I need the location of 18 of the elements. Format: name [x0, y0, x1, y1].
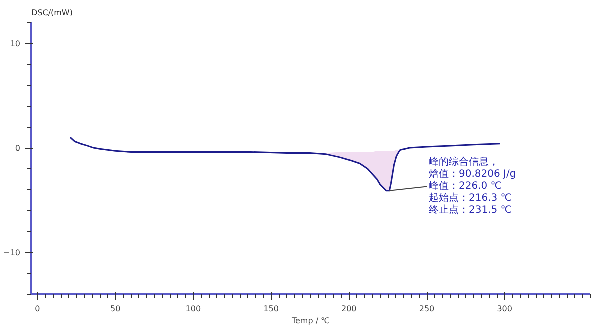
y-tick-label: −10 [4, 248, 21, 258]
y-axis-title: DSC/(mW) [32, 8, 73, 18]
x-tick-label: 0 [35, 304, 40, 314]
x-axis-title: Temp / ℃ [290, 316, 330, 326]
annotation: 起始点：216.3 ℃ [429, 192, 512, 204]
x-tick-label: 250 [419, 304, 435, 314]
y-tick-label: 10 [10, 39, 21, 48]
x-tick-label: 200 [342, 304, 357, 314]
annotation: 焓值：90.8206 J/g [429, 168, 516, 180]
x-tick-label: 150 [264, 304, 279, 314]
x-tick-label: 100 [186, 304, 202, 314]
x-tick-label: 300 [497, 304, 513, 314]
annotation: 峰的综合信息， [429, 156, 500, 168]
line-series [70, 136, 501, 192]
annotation: 终止点：231.5 ℃ [429, 204, 512, 216]
annotation: 峰值：226.0 ℃ [429, 180, 502, 192]
x-tick-label: 50 [110, 304, 121, 314]
y-tick-label: 0 [15, 144, 21, 154]
